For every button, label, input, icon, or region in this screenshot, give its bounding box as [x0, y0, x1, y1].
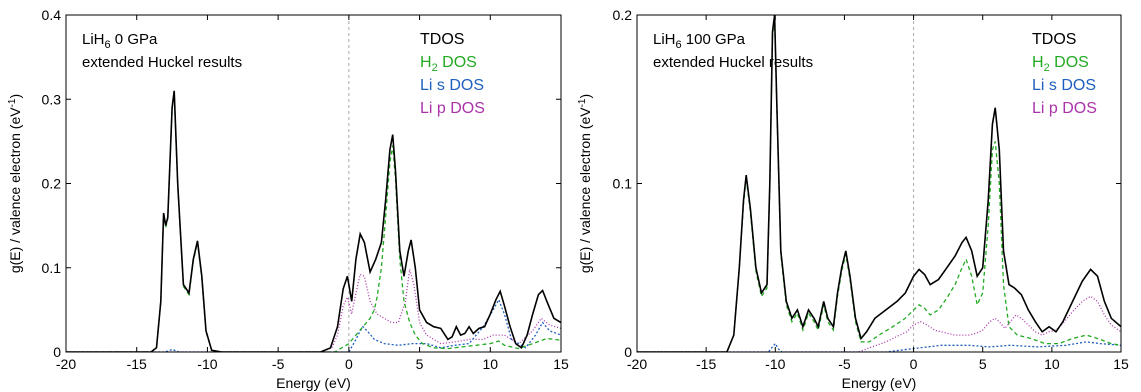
- chart-title: LiH6 100 GPa: [653, 31, 746, 51]
- x-tick-label: -5: [272, 356, 285, 372]
- x-tick-label: 5: [416, 356, 424, 372]
- series-line-tdos: [66, 91, 561, 352]
- x-tick-label: 15: [553, 356, 569, 372]
- series-line-h2-dos: [66, 93, 561, 353]
- x-tick-label: -15: [696, 356, 716, 372]
- legend-li-p-dos: Li p DOS: [420, 100, 485, 117]
- x-tick-label: 0: [345, 356, 353, 372]
- x-axis-label: Energy (eV): [276, 375, 351, 391]
- x-axis-label: Energy (eV): [842, 375, 917, 391]
- legend-h2-dos: H2 DOS: [1032, 54, 1089, 74]
- legend-li-s-dos: Li s DOS: [1032, 77, 1096, 94]
- y-tick-label: 0.4: [42, 7, 62, 23]
- x-tick-label: 10: [1044, 356, 1060, 372]
- x-tick-label: -15: [127, 356, 147, 372]
- series-line-li-s-dos: [66, 300, 561, 352]
- chart-title: LiH6 0 GPa: [82, 31, 158, 51]
- series-line-li-p-dos: [66, 269, 561, 352]
- y-tick-label: 0.2: [613, 7, 633, 23]
- x-tick-label: 15: [1113, 356, 1129, 372]
- y-tick-label: 0: [53, 344, 61, 360]
- x-tick-label: -10: [765, 356, 785, 372]
- x-tick-label: 0: [910, 356, 918, 372]
- legend-li-p-dos: Li p DOS: [1032, 100, 1097, 117]
- y-tick-label: 0.1: [42, 260, 62, 276]
- x-tick-label: 5: [979, 356, 987, 372]
- y-tick-label: 0.1: [613, 176, 633, 192]
- chart-subtitle: extended Huckel results: [653, 54, 813, 71]
- y-tick-label: 0: [624, 344, 632, 360]
- y-tick-label: 0.3: [42, 91, 62, 107]
- y-axis-label: g(E) / valence electron (eV-1): [7, 94, 23, 273]
- x-tick-label: -5: [838, 356, 851, 372]
- legend-h2-dos: H2 DOS: [420, 54, 477, 74]
- legend-tdos: TDOS: [420, 31, 464, 48]
- y-axis-label: g(E) / valence electron (eV-1): [577, 94, 593, 273]
- legend-li-s-dos: Li s DOS: [420, 77, 484, 94]
- x-tick-label: 10: [482, 356, 498, 372]
- y-tick-label: 0.2: [42, 176, 62, 192]
- x-tick-label: -10: [197, 356, 217, 372]
- chart-subtitle: extended Huckel results: [82, 54, 242, 71]
- legend-tdos: TDOS: [1032, 31, 1076, 48]
